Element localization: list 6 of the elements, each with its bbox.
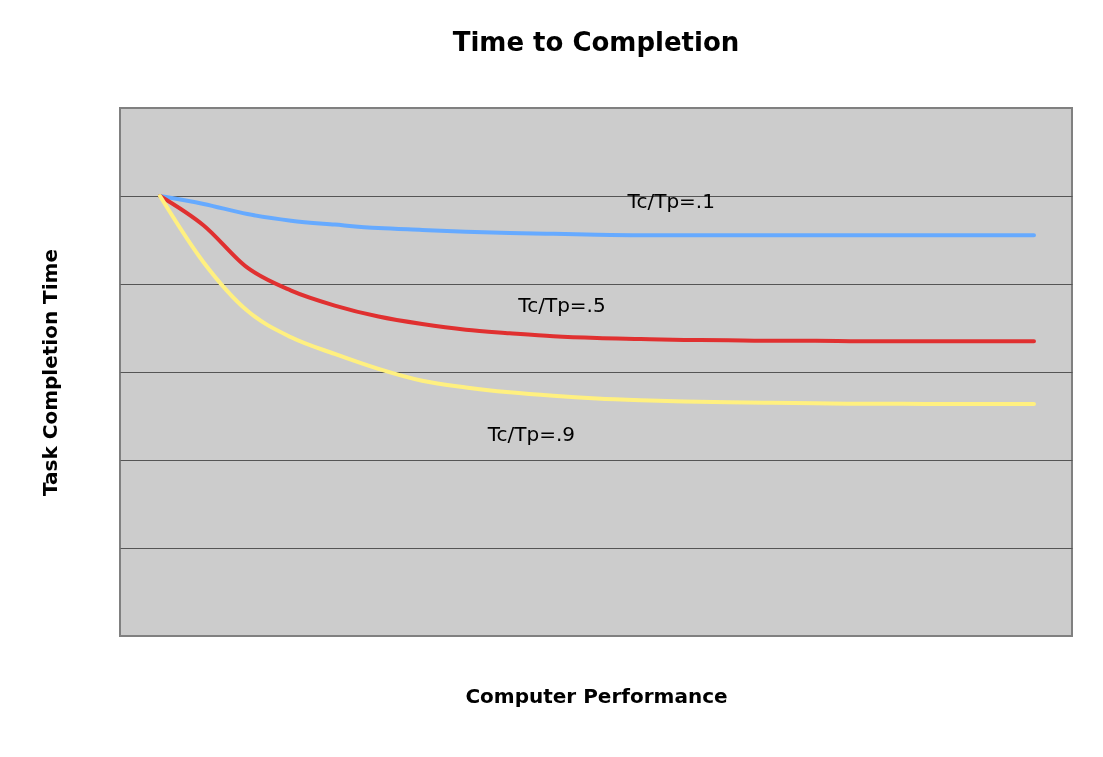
chart-title: Time to Completion [452, 27, 740, 57]
series-label: Tc/Tp=.5 [517, 292, 606, 317]
series-label: Tc/Tp=.1 [626, 189, 715, 214]
series-label: Tc/Tp=.9 [486, 422, 576, 447]
x-axis-title: Computer Performance [465, 683, 728, 708]
y-axis-title: Task Completion Time [37, 249, 62, 496]
